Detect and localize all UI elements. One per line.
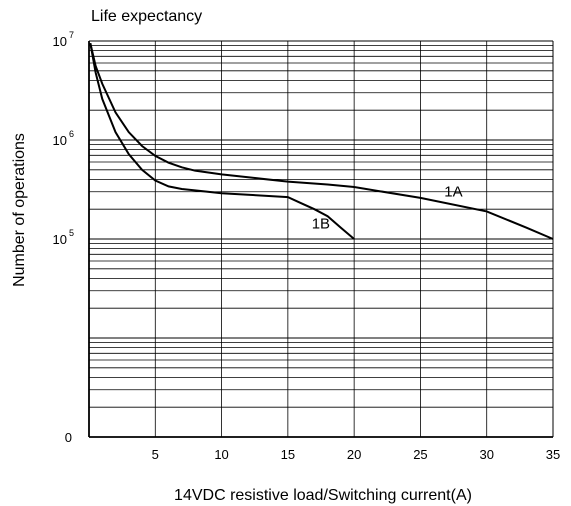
x-tick-label: 10	[214, 447, 228, 462]
x-axis-label: 14VDC resistive load/Switching current(A…	[174, 487, 472, 504]
y-tick-label: 10 6	[53, 129, 74, 148]
plot-grid	[89, 41, 553, 437]
x-tick-label: 25	[413, 447, 427, 462]
series-label-1b: 1B	[312, 215, 330, 232]
y-tick-label: 0	[65, 430, 72, 445]
series-layer: 1A 1B	[89, 42, 554, 240]
series-line-1a	[89, 42, 554, 240]
y-axis-label: Number of operations	[11, 133, 28, 287]
y-tick-base: 10	[53, 232, 67, 247]
y-tick-base: 0	[65, 430, 72, 445]
x-tick-label: 15	[281, 447, 295, 462]
y-tick-exponent: 7	[69, 30, 74, 40]
y-tick-label: 10 7	[53, 30, 74, 49]
y-tick-base: 10	[53, 133, 67, 148]
y-tick-exponent: 6	[69, 129, 74, 139]
series-label-1a: 1A	[444, 183, 462, 200]
chart-title: Life expectancy	[91, 8, 202, 25]
x-tick-labels: 5 10 15 20 25 30 35	[152, 447, 561, 462]
x-tick-label: 30	[479, 447, 493, 462]
series-line-1b	[89, 43, 355, 240]
y-tick-exponent: 5	[69, 228, 74, 238]
x-tick-label: 20	[347, 447, 361, 462]
x-tick-label: 35	[546, 447, 560, 462]
x-tick-label: 5	[152, 447, 159, 462]
y-tick-label: 10 5	[53, 228, 74, 247]
y-tick-labels: 10 710 610 50	[53, 30, 74, 445]
y-tick-base: 10	[53, 34, 67, 49]
